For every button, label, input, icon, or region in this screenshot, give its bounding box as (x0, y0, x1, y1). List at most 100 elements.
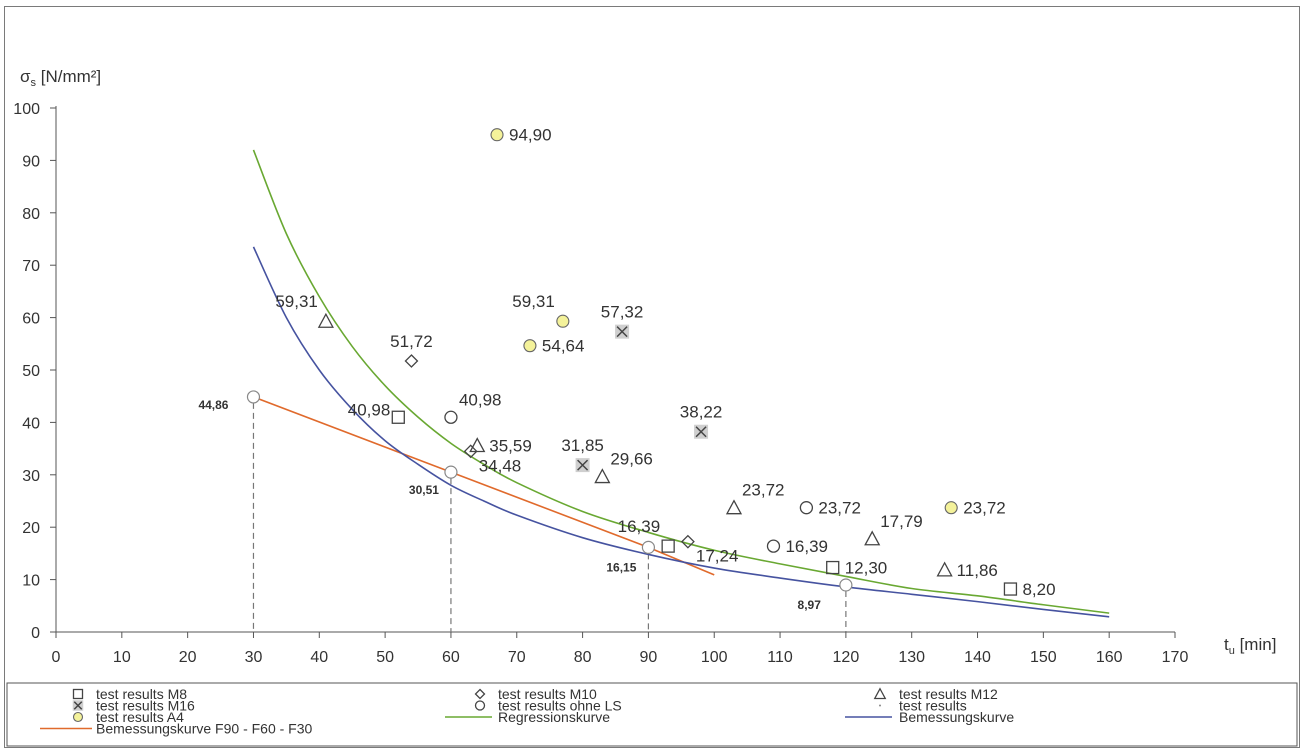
triangle-marker-shape (936, 561, 953, 577)
xbox-marker-cross (73, 701, 83, 710)
data-point-xbox (694, 424, 709, 439)
legend-marker (72, 700, 84, 711)
legend-label: Regressionskurve (498, 709, 610, 725)
data-label: 29,66 (610, 450, 653, 469)
design-point-marker-shape (839, 578, 853, 592)
curve-bemessungskurve (252, 246, 1110, 618)
triangle-marker-shape (725, 499, 743, 515)
data-point-yellowcircle (556, 314, 570, 328)
data-point-yellowcircle (490, 128, 504, 142)
diamond-marker-shape (474, 688, 486, 700)
data-label: 11,86 (957, 561, 998, 580)
legend-marker (873, 687, 887, 700)
legend-label: test results (899, 698, 967, 714)
data-point-yellowcircle (523, 339, 537, 353)
square-marker-shape (661, 539, 675, 553)
x-tick-label: 50 (376, 649, 394, 666)
x-tick-label: 20 (179, 649, 197, 666)
y-tick-label: 60 (22, 311, 40, 328)
xbox-marker-cross (616, 326, 628, 338)
x-tick-label: 30 (245, 649, 263, 666)
yellow-circle-marker-shape (72, 711, 84, 723)
data-label: 59,31 (512, 292, 555, 311)
legend-marker (474, 700, 486, 711)
data-point-square (826, 560, 840, 575)
y-tick-label: 40 (22, 415, 40, 432)
circle-marker-shape (444, 410, 458, 424)
data-label: 23,72 (818, 499, 861, 518)
x-tick-label: 100 (701, 649, 728, 666)
legend-label: test results M8 (96, 686, 187, 702)
data-point-triangle (725, 499, 743, 515)
data-point-none (839, 578, 853, 592)
data-point-yellowcircle (944, 501, 958, 515)
legend-label: test results M10 (498, 686, 597, 702)
data-point-xbox (615, 324, 630, 339)
xbox-marker-cross (577, 459, 589, 471)
data-label: 59,31 (275, 292, 318, 311)
diamond-marker-shape (680, 534, 695, 549)
x-tick-label: 60 (442, 649, 460, 666)
data-point-none (444, 465, 458, 479)
x-tick-label: 140 (964, 649, 991, 666)
circle-marker-shape (799, 501, 814, 515)
triangle-marker-shape (469, 437, 486, 453)
triangle-marker-shape (864, 530, 881, 546)
x-tick-label: 90 (640, 649, 658, 666)
y-tick-label: 100 (13, 101, 40, 118)
circle-marker-shape (766, 539, 781, 553)
data-label: 23,72 (963, 499, 1006, 518)
dot-marker-shape (879, 704, 881, 707)
data-label: 16,39 (618, 517, 661, 536)
data-label: 94,90 (509, 126, 552, 145)
y-tick-label: 80 (22, 206, 40, 223)
design-value-label: 8,97 (798, 598, 822, 612)
design-point-marker-shape (246, 390, 261, 404)
y-tick-label: 10 (22, 573, 40, 590)
y-tick-label: 90 (22, 153, 40, 170)
x-tick-label: 120 (833, 649, 860, 666)
legend-label: Bemessungskurve F90 - F60 - F30 (96, 721, 313, 737)
data-point-triangle (936, 561, 953, 577)
y-tick-label: 70 (22, 258, 40, 275)
data-label: 54,64 (542, 337, 585, 356)
legend-label: Bemessungskurve (899, 709, 1014, 725)
triangle-marker-shape (317, 312, 334, 328)
legend-marker (72, 711, 84, 723)
design-value-label: 30,51 (409, 483, 439, 497)
data-label: 23,72 (742, 481, 785, 500)
data-label: 17,24 (696, 547, 739, 566)
data-point-diamond (463, 444, 478, 459)
data-point-diamond (680, 534, 695, 549)
xbox-marker-cross (695, 426, 707, 438)
data-label: 16,39 (785, 537, 828, 556)
x-tick-label: 70 (508, 649, 526, 666)
yellow-circle-marker-shape (556, 314, 570, 328)
yellow-circle-marker-shape (944, 501, 958, 515)
data-label: 12,30 (845, 559, 888, 578)
triangle-marker-shape (873, 687, 887, 700)
data-point-xbox (575, 458, 590, 473)
x-tick-label: 110 (767, 649, 793, 666)
x-tick-label: 170 (1162, 649, 1189, 666)
data-label: 17,79 (880, 512, 923, 531)
x-tick-label: 40 (310, 649, 328, 666)
x-tick-label: 160 (1096, 649, 1123, 666)
legend-marker (72, 688, 84, 700)
y-tick-label: 20 (22, 520, 40, 537)
square-marker-shape (826, 560, 840, 575)
design-value-label: 16,15 (606, 560, 636, 574)
legend-label: test results ohne LS (498, 698, 622, 714)
data-label: 51,72 (390, 332, 433, 351)
x-tick-label: 0 (52, 649, 61, 666)
data-label: 40,98 (348, 400, 391, 419)
triangle-marker-shape (594, 468, 611, 484)
data-point-none (246, 390, 261, 404)
legend-marker (474, 688, 486, 700)
data-label: 40,98 (459, 390, 502, 409)
data-point-triangle (317, 312, 334, 328)
x-axis-title: tu [min] (1224, 635, 1276, 657)
design-point-marker-shape (444, 465, 458, 479)
x-tick-label: 150 (1030, 649, 1057, 666)
